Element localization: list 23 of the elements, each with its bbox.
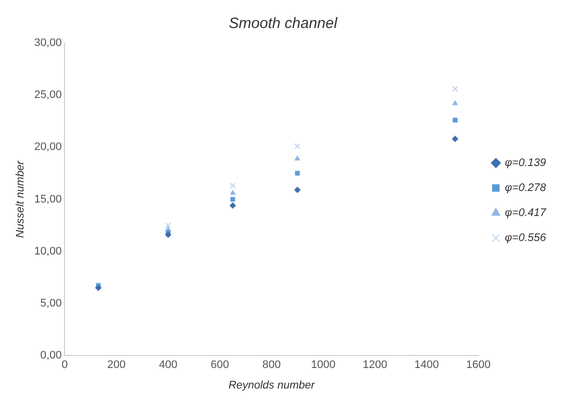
- x-tick-label: 400: [158, 359, 178, 372]
- chart-title: Smooth channel: [228, 15, 338, 32]
- x-tick-label: 600: [210, 359, 230, 372]
- x-tick-label: 200: [107, 359, 126, 372]
- x-axis-title: Reynolds number: [228, 379, 316, 392]
- x-tick-label: 0: [62, 359, 68, 372]
- legend-label: φ=0.556: [504, 232, 547, 244]
- y-tick-label: 20,00: [34, 141, 62, 154]
- legend-label: φ=0.278: [504, 182, 547, 194]
- x-tick-label: 1200: [362, 359, 388, 372]
- y-tick-label: 5,00: [40, 298, 62, 310]
- x-tick-label: 1000: [311, 359, 336, 372]
- x-tick-label: 1600: [466, 359, 491, 372]
- legend-label: φ=0.139: [504, 157, 546, 170]
- y-tick-label: 10,00: [34, 245, 62, 258]
- y-axis-title: Nusselt number: [14, 159, 27, 238]
- y-tick-label: 25,00: [34, 89, 62, 102]
- x-tick-label: 800: [262, 359, 281, 372]
- x-tick-label: 1400: [414, 359, 439, 372]
- y-tick-label: 15,00: [34, 193, 62, 206]
- y-tick-label: 30,00: [34, 37, 62, 50]
- y-tick-label: 0,00: [40, 350, 62, 362]
- legend-label: φ=0.417: [504, 207, 547, 220]
